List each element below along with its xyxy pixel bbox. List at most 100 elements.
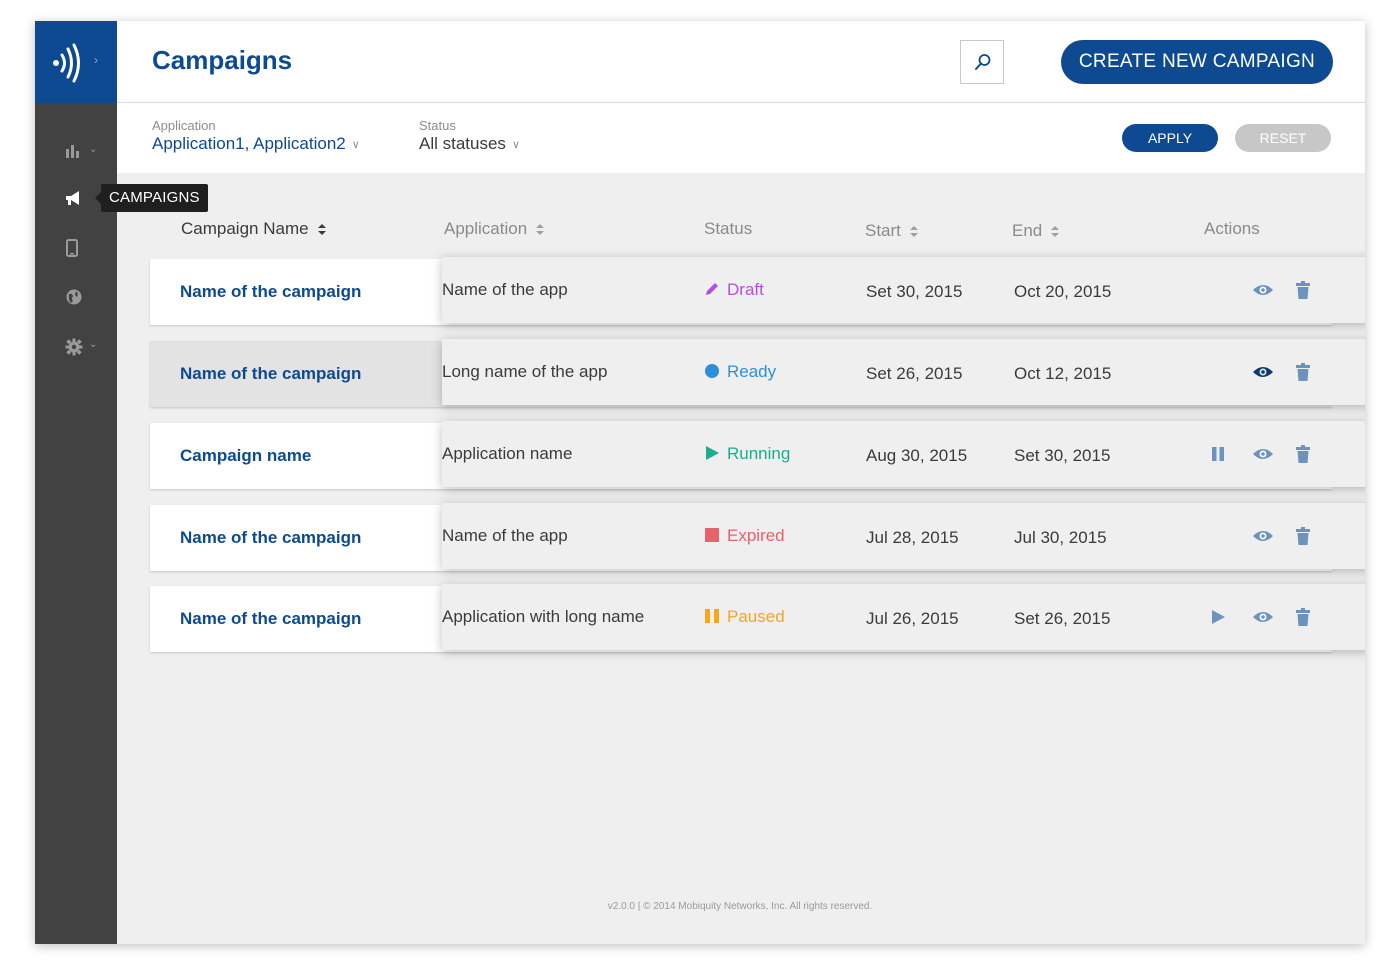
application-cell: Application name <box>442 421 1365 487</box>
globe-icon <box>66 289 82 305</box>
status-cell: Draft <box>704 257 764 323</box>
application-cell: Name of the app <box>442 503 1365 569</box>
mobile-icon <box>66 239 78 257</box>
table-row[interactable]: Name of the campaign Application with lo… <box>150 584 1365 652</box>
sidebar-item-settings[interactable]: ⌄ <box>35 326 117 366</box>
status-cell: Ready <box>704 339 776 405</box>
status-label: Running <box>727 444 791 463</box>
start-date-cell: Aug 30, 2015 <box>866 446 968 465</box>
campaign-name-link[interactable]: Name of the campaign <box>180 609 362 628</box>
sort-icon <box>910 226 918 238</box>
stop-square-icon <box>705 527 719 542</box>
row-actions <box>1172 423 1332 489</box>
column-header-label: Application <box>444 219 528 238</box>
table-row[interactable]: Name of the campaign Name of the app Exp… <box>150 503 1365 571</box>
chevron-down-icon: ∨ <box>351 139 360 152</box>
play-icon[interactable] <box>1210 607 1226 627</box>
column-header-label: End <box>1012 221 1043 240</box>
eye-icon[interactable] <box>1252 526 1274 546</box>
campaign-name-link[interactable]: Campaign name <box>180 446 312 465</box>
status-filter-label: Status <box>419 118 456 133</box>
application-filter-value: Application1, Application2 <box>152 134 346 153</box>
apply-button[interactable]: APPLY <box>1122 124 1218 152</box>
column-header-label: Campaign Name <box>181 219 309 238</box>
column-header-campaign-name[interactable]: Campaign Name <box>181 219 326 239</box>
row-actions <box>1172 341 1332 407</box>
sidebar-item-campaigns[interactable] <box>35 178 117 218</box>
bar-chart-icon <box>66 145 79 158</box>
eye-icon[interactable] <box>1252 362 1274 382</box>
status-label: Paused <box>727 607 785 626</box>
sort-icon <box>318 224 326 236</box>
status-label: Ready <box>727 362 777 381</box>
column-header-label: Actions <box>1204 219 1260 238</box>
page-title: Campaigns <box>152 45 293 75</box>
chevron-down-icon: ⌄ <box>89 144 98 155</box>
application-filter-label: Application <box>152 118 216 133</box>
status-cell: Expired <box>704 503 785 569</box>
end-date-cell: Set 30, 2015 <box>1014 446 1111 465</box>
column-header-application[interactable]: Application <box>444 219 544 239</box>
footer-copyright: v2.0.0 | © 2014 Mobiquity Networks, Inc.… <box>607 901 873 912</box>
gear-icon <box>65 338 83 356</box>
table-row[interactable]: Name of the campaign Long name of the ap… <box>150 339 1365 407</box>
campaign-name-link[interactable]: Name of the campaign <box>180 528 362 547</box>
column-header-end[interactable]: End <box>1012 221 1059 241</box>
chevron-right-icon: › <box>94 53 98 67</box>
campaign-name-link[interactable]: Name of the campaign <box>180 282 362 301</box>
reset-button[interactable]: RESET <box>1235 124 1331 152</box>
status-filter-value: All statuses <box>419 134 506 153</box>
chevron-down-icon: ⌄ <box>89 339 98 350</box>
row-actions <box>1172 505 1332 571</box>
table-row[interactable]: Campaign name Application name Running A… <box>150 421 1365 489</box>
sidebar-item-locations[interactable] <box>35 276 117 316</box>
campaign-name-link[interactable]: Name of the campaign <box>180 364 362 383</box>
application-cell: Long name of the app <box>442 339 1365 405</box>
status-cell: Paused <box>704 584 785 650</box>
end-date-cell: Set 26, 2015 <box>1014 609 1111 628</box>
sidebar-item-devices[interactable] <box>35 227 117 267</box>
application-cell: Application with long name <box>442 584 1365 650</box>
end-date-cell: Oct 12, 2015 <box>1014 364 1112 383</box>
chevron-down-icon: ∨ <box>511 139 520 152</box>
status-label: Expired <box>727 526 785 545</box>
search-button[interactable] <box>960 40 1004 84</box>
table-row[interactable]: Name of the campaign Name of the app Dra… <box>150 257 1365 325</box>
sidebar-item-analytics[interactable]: ⌄ <box>35 131 117 171</box>
create-campaign-button[interactable]: CREATE NEW CAMPAIGN <box>1061 40 1333 84</box>
trash-icon[interactable] <box>1295 362 1311 382</box>
pause-icon[interactable] <box>1210 444 1226 464</box>
column-header-label: Start <box>865 221 901 240</box>
application-filter[interactable]: Application Application1, Application2 ∨ <box>152 118 360 154</box>
app-window: › ⌄ <box>35 21 1365 944</box>
page-header: Campaigns CREATE NEW CAMPAIGN <box>117 21 1365 103</box>
logo[interactable]: › <box>35 21 117 103</box>
start-date-cell: Jul 26, 2015 <box>866 609 959 628</box>
trash-icon[interactable] <box>1295 607 1311 627</box>
campaigns-tooltip: CAMPAIGNS <box>95 184 208 212</box>
application-cell: Name of the app <box>442 257 1365 323</box>
column-header-start[interactable]: Start <box>865 221 918 241</box>
start-date-cell: Set 30, 2015 <box>866 282 963 301</box>
end-date-cell: Oct 20, 2015 <box>1014 282 1112 301</box>
eye-icon[interactable] <box>1252 280 1274 300</box>
sort-icon <box>1051 226 1059 238</box>
trash-icon[interactable] <box>1295 526 1311 546</box>
start-date-cell: Set 26, 2015 <box>866 364 963 383</box>
pause-icon <box>705 608 719 623</box>
start-date-cell: Jul 28, 2015 <box>866 528 959 547</box>
eye-icon[interactable] <box>1252 444 1274 464</box>
trash-icon[interactable] <box>1295 280 1311 300</box>
table-header: Campaign Name Application Status Start E… <box>150 219 1332 247</box>
circle-icon <box>705 363 719 378</box>
status-filter[interactable]: Status All statuses ∨ <box>419 118 520 154</box>
eye-icon[interactable] <box>1252 607 1274 627</box>
row-actions <box>1172 259 1332 325</box>
column-header-label: Status <box>704 219 753 238</box>
status-cell: Running <box>704 421 790 487</box>
status-label: Draft <box>727 280 764 299</box>
search-icon <box>975 54 991 70</box>
trash-icon[interactable] <box>1295 444 1311 464</box>
row-actions <box>1172 586 1332 652</box>
sidebar: › ⌄ <box>35 21 117 944</box>
